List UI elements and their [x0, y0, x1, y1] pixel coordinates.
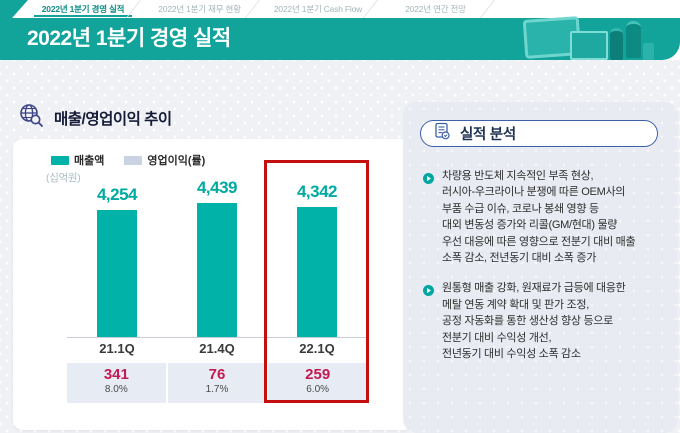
analysis-panel: 실적 분석 차량용 반도체 지속적인 부족 현상, 러시아-우크라이나 분쟁에 …: [403, 102, 678, 433]
tab-label: 2022년 연간 전망: [405, 4, 466, 14]
legend-swatch-revenue: [51, 155, 69, 165]
operating-profit-value: 259: [305, 366, 331, 383]
page-title: 2022년 1분기 경영 실적: [27, 27, 231, 50]
section-header: 매출/영업이익 추이: [18, 102, 172, 133]
operating-profit-cell: 76 1.7%: [167, 363, 267, 403]
battery-product-image: [522, 16, 654, 60]
chart-column: 4,254: [67, 139, 167, 337]
unit-label: (십억원): [46, 172, 81, 184]
cylindrical-cell-shape: [610, 28, 623, 60]
cylindrical-cell-shape: [626, 21, 641, 58]
operating-profit-cell: 259 6.0%: [268, 363, 367, 403]
operating-profit-table: 341 8.0% 76 1.7% 259 6.0%: [67, 363, 367, 403]
x-axis-line: [67, 337, 367, 338]
analysis-bullets: 차량용 반도체 지속적인 부족 현상, 러시아-우크라이나 분쟁에 따른 OEM…: [423, 168, 669, 376]
bar-value-label: 4,254: [96, 185, 138, 204]
operating-profit-value: 341: [103, 366, 129, 383]
chart-column: 4,439: [167, 139, 267, 337]
revenue-bar: [197, 203, 237, 337]
bar-value-label: 4,342: [296, 182, 338, 201]
section-title: 매출/영업이익 추이: [54, 110, 172, 128]
analysis-bullet-item: 차량용 반도체 지속적인 부족 현상, 러시아-우크라이나 분쟁에 따른 OEM…: [423, 168, 669, 266]
prismatic-cell-shape: [570, 31, 608, 60]
category-label: 21.1Q: [99, 341, 135, 356]
legend-swatch-operating-profit: [124, 155, 143, 165]
battery-module-shape: [643, 43, 654, 60]
category-labels: 21.1Q 21.4Q 22.1Q: [67, 341, 367, 356]
play-bullet-icon: [423, 283, 434, 362]
operating-margin: 8.0%: [104, 384, 128, 395]
main-content: 매출/영업이익 추이 매출액 영업이익(률) (십억원) 4,254 4,439: [0, 60, 680, 433]
analysis-bullet-text: 차량용 반도체 지속적인 부족 현상, 러시아-우크라이나 분쟁에 따른 OEM…: [442, 170, 636, 265]
chart-card: 매출액 영업이익(률) (십억원) 4,254 4,439 4,342: [13, 139, 413, 430]
legend-label-revenue: 매출액: [74, 155, 105, 167]
chart-legend: 매출액 영업이익(률): [51, 152, 205, 168]
operating-profit-cell: 341 8.0%: [67, 363, 166, 403]
document-check-icon: [433, 122, 451, 145]
revenue-bar: [97, 210, 137, 337]
legend-label-operating-profit: 영업이익(률): [147, 155, 206, 167]
tab-annual-outlook[interactable]: 2022년 연간 전망: [377, 0, 494, 18]
revenue-bar-chart: 4,254 4,439 4,342: [67, 139, 367, 337]
tab-label: 2022년 1분기 경영 실적: [41, 4, 125, 14]
analysis-title: 실적 분석: [460, 127, 516, 143]
tab-label: 2022년 1분기 Cash Flow: [273, 4, 363, 14]
revenue-bar: [297, 207, 337, 337]
operating-margin: 6.0%: [306, 384, 330, 395]
tab-bar: 2022년 1분기 경영 실적 2022년 1분기 재무 현황 2022년 1분…: [0, 0, 680, 18]
bar-value-label: 4,439: [196, 178, 238, 197]
analysis-bullet-text: 원통형 매출 강화, 원재료가 급등에 대응한 메탈 연동 계약 확대 및 판가…: [442, 282, 626, 361]
analysis-title-box: 실적 분석: [420, 120, 658, 147]
tab-q1-business-results[interactable]: 2022년 1분기 경영 실적: [26, 0, 140, 18]
tab-q1-financial-status[interactable]: 2022년 1분기 재무 현황: [140, 0, 259, 18]
tab-bar-left-wedge: [0, 0, 28, 18]
highlight-box-current-quarter: [264, 160, 369, 403]
category-label: 22.1Q: [299, 341, 335, 356]
analysis-bullet-item: 원통형 매출 강화, 원재료가 급등에 대응한 메탈 연동 계약 확대 및 판가…: [423, 280, 669, 362]
operating-margin: 1.7%: [205, 384, 229, 395]
header-banner: 2022년 1분기 경영 실적: [0, 16, 680, 60]
globe-magnifier-icon: [18, 102, 44, 133]
play-bullet-icon: [423, 171, 434, 266]
chart-column: 4,342: [267, 139, 367, 337]
tab-q1-cash-flow[interactable]: 2022년 1분기 Cash Flow: [259, 0, 377, 18]
tab-label: 2022년 1분기 재무 현황: [158, 4, 241, 14]
category-label: 21.4Q: [199, 341, 235, 356]
operating-profit-value: 76: [208, 366, 226, 383]
